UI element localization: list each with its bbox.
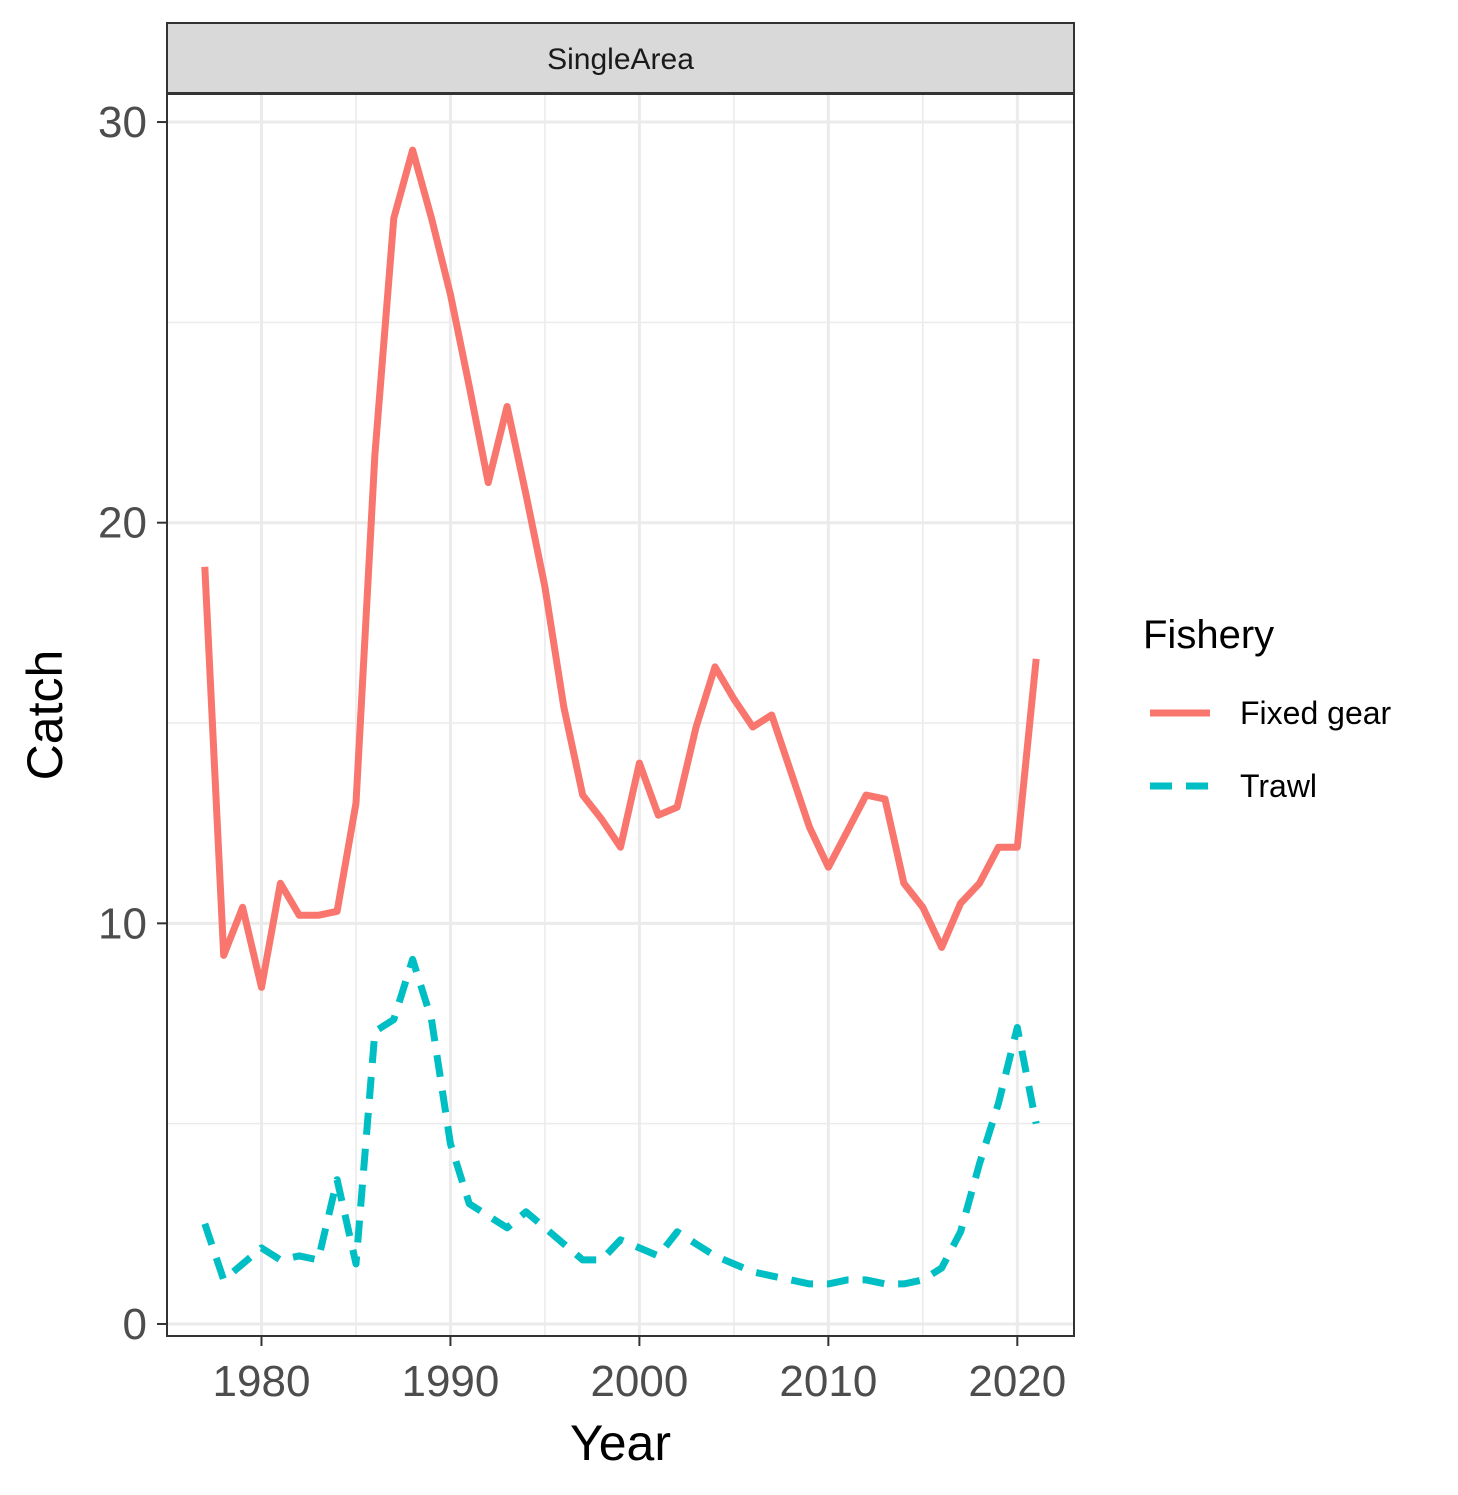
y-tick-label: 20 (98, 499, 147, 548)
facet-strip-label: SingleArea (547, 43, 694, 76)
plot-panel-background (167, 94, 1074, 1336)
legend-title: Fishery (1143, 613, 1274, 657)
series-line-fixed-gear (201, 146, 1040, 991)
x-axis: 1980 1990 2000 2010 2020 (213, 1336, 1066, 1406)
legend-label: Trawl (1240, 768, 1317, 804)
y-axis-title: Catch (17, 650, 73, 781)
legend-item-fixed-gear: Fixed gear (1150, 695, 1392, 731)
x-tick-label: 2000 (590, 1357, 688, 1406)
y-tick-label: 30 (98, 98, 147, 147)
x-tick-label: 1980 (213, 1357, 311, 1406)
series-line-trawl (201, 955, 1040, 1288)
facet-strip: SingleArea (166, 22, 1075, 94)
legend-label: Fixed gear (1240, 695, 1392, 731)
y-tick-label: 10 (98, 899, 147, 948)
legend-items: Fixed gear Trawl (1150, 695, 1392, 804)
facet-strip-background (166, 22, 1075, 94)
minor-gridlines (167, 94, 1074, 1336)
series-layer (201, 146, 1040, 1288)
x-axis-title: Year (570, 1415, 671, 1471)
plot-panel-border (166, 93, 1075, 1337)
x-tick-label: 1990 (401, 1357, 499, 1406)
y-tick-label: 0 (123, 1300, 147, 1349)
legend: Fishery Fixed gear Trawl (1143, 613, 1392, 804)
legend-item-trawl: Trawl (1150, 768, 1317, 804)
x-tick-label: 2010 (779, 1357, 877, 1406)
x-tick-label: 2020 (968, 1357, 1066, 1406)
y-axis: 0 10 20 30 (98, 98, 167, 1349)
